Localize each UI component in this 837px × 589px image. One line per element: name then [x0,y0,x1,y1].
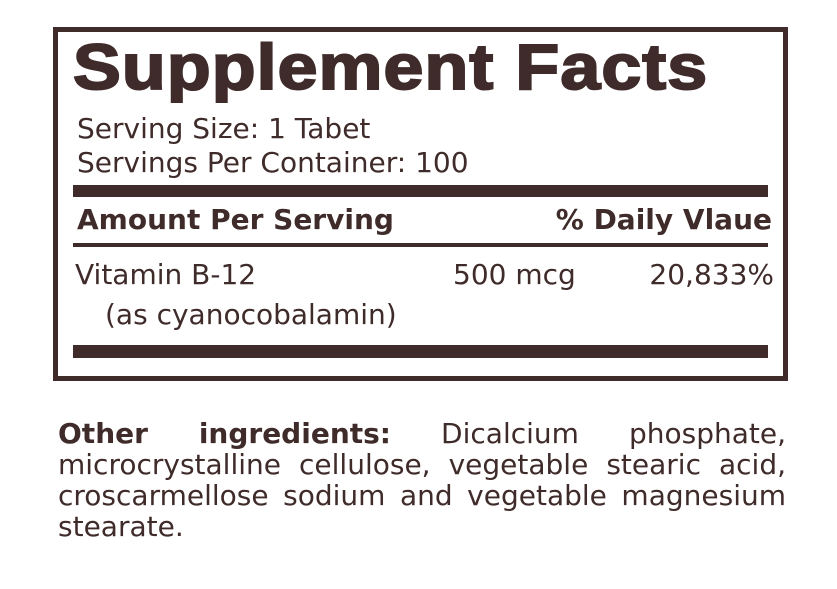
daily-value-header: % Daily Vlaue [555,203,772,236]
other-ingredients-label: Other ingredients: [58,417,391,450]
other-ingredients-text: Dicalcium phosphate, microcrystalline ce… [58,417,786,543]
panel-title: Supplement Facts [72,30,709,104]
amount-per-serving-header: Amount Per Serving [77,203,394,236]
servings-per-container: Servings Per Container: 100 [77,146,469,179]
supplement-facts-panel [53,27,788,381]
other-ingredients: Other ingredients: Dicalcium phosphate, … [58,418,786,542]
thick-divider [73,185,768,197]
nutrient-amount: 500 mcg [453,258,576,291]
nutrient-form: (as cyanocobalamin) [105,298,397,331]
thin-divider [73,243,768,247]
bottom-divider [73,345,768,358]
nutrient-name: Vitamin B-12 [75,258,257,291]
nutrient-daily-value: 20,833% [649,258,774,291]
serving-size: Serving Size: 1 Tabet [77,112,371,145]
